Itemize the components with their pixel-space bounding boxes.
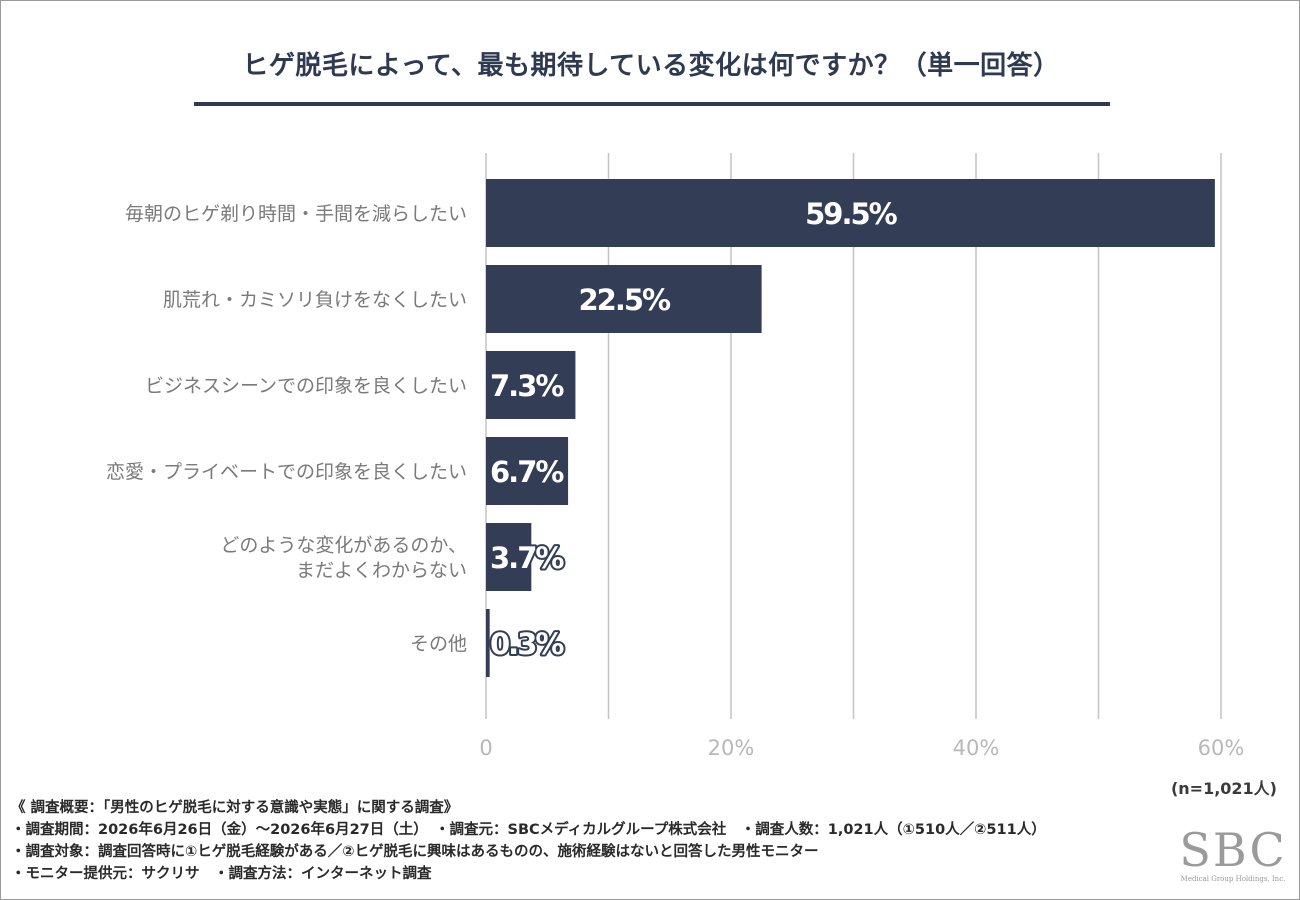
value-labels: 59.5% 22.5% 7.3% 6.7% 3.7% 0.3% [488, 197, 900, 663]
x-tick-label: 0 [479, 736, 492, 760]
footnote-line: 《 調査概要：「男性のヒゲ脱毛に対する意識や実態」に関する調査》 [11, 800, 459, 816]
sample-size-note: (n=1,021人) [1170, 779, 1277, 798]
category-label: どのような変化があるのか、まだよくわからない [220, 535, 467, 582]
x-tick-label: 40% [953, 736, 1000, 760]
x-tick-label: 20% [708, 736, 755, 760]
x-tick-label: 60% [1198, 736, 1245, 760]
value-label: 3.7% [490, 541, 564, 575]
bar [486, 609, 490, 677]
value-label: 59.5% [805, 197, 898, 231]
bar-chart: 毎朝のヒゲ剃り時間・手間を減らしたい肌荒れ・カミソリ負けをなくしたいビジネスシー… [106, 153, 1244, 760]
bar [486, 437, 569, 505]
bars [486, 179, 1215, 677]
value-label: 22.5% [579, 283, 672, 317]
category-label: 恋愛・プライベートでの印象を良くしたい [106, 461, 467, 483]
footnote-line: ・調査期間：2026年6月26日（金）～2026年6月27日（土） ・調査元：S… [11, 822, 1046, 838]
category-label: ビジネスシーンでの印象を良くしたい [145, 375, 467, 397]
category-label: その他 [410, 633, 467, 655]
bar [486, 351, 576, 419]
category-labels: 毎朝のヒゲ剃り時間・手間を減らしたい肌荒れ・カミソリ負けをなくしたいビジネスシー… [106, 203, 467, 655]
bar [486, 179, 1215, 247]
value-label: 6.7% [490, 455, 564, 489]
category-label: 毎朝のヒゲ剃り時間・手間を減らしたい [125, 203, 467, 225]
title-underline [194, 102, 1110, 106]
sbc-logo: SBC Medical Group Holdings, Inc. [1177, 827, 1289, 891]
logo-wordmark: SBC [1179, 823, 1287, 877]
chart-title: ヒゲ脱毛によって、最も期待している変化は何ですか？（単一回答） [242, 51, 1060, 81]
value-label: 0.3% [490, 627, 564, 661]
x-axis-tick-labels: 0 20% 40% 60% [479, 736, 1244, 760]
footnote-line: ・モニター提供元：サクリサ ・調査方法：インターネット調査 [11, 866, 432, 882]
value-label: 7.3% [490, 369, 564, 403]
bar [486, 265, 762, 333]
logo-subtext: Medical Group Holdings, Inc. [1180, 875, 1286, 883]
category-label: 肌荒れ・カミソリ負けをなくしたい [163, 289, 467, 311]
survey-footnotes: 《 調査概要：「男性のヒゲ脱毛に対する意識や実態」に関する調査》 ・調査期間：2… [11, 797, 1161, 885]
bar [486, 523, 532, 591]
footnote-line: ・調査対象：調査回答時に①ヒゲ脱毛経験がある／②ヒゲ脱毛に興味はあるものの、施術… [11, 844, 819, 860]
